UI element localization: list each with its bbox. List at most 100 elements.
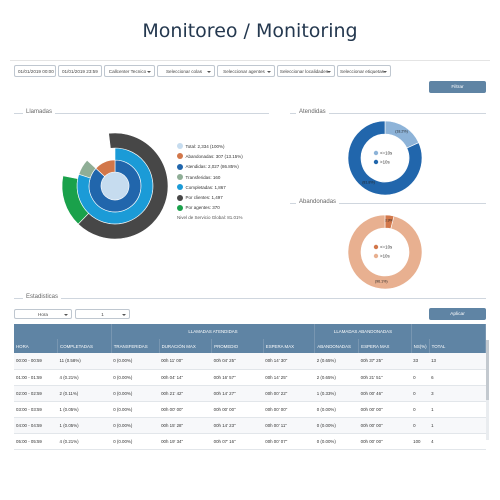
table-cell: 00h 19' 34'' xyxy=(159,433,212,450)
atendidas-section-label: Atendidas xyxy=(296,109,329,115)
table-cell: 2 (0.65%) xyxy=(314,353,359,370)
table-cell: 4 xyxy=(429,433,486,450)
column-header[interactable]: ESPERA MAX xyxy=(263,339,316,353)
table-cell: 00h 00' 00'' xyxy=(358,433,412,450)
table-cell: 00h 14' 23'' xyxy=(211,417,264,434)
interval-select[interactable]: 1 xyxy=(75,309,130,319)
legend-label: Completadas: 1,867 xyxy=(185,184,226,190)
abandonadas-slice-1 xyxy=(347,214,423,290)
column-header[interactable]: TOTAL xyxy=(429,339,487,353)
table-cell: 00h 14' 30'' xyxy=(263,353,315,370)
table-cell: 4 (0.21%) xyxy=(57,433,112,450)
table-cell: 00h 11' 00'' xyxy=(159,353,212,370)
table-cell: 00h 00' 00'' xyxy=(159,401,212,418)
service-level-text: Nivel de Servicio Global: 81.01% xyxy=(177,215,243,221)
table-cell: 0 (0.00%) xyxy=(111,433,160,450)
table-cell: 0 (0.00%) xyxy=(314,433,359,450)
date-to-field[interactable]: 01/01/2019 23:59 xyxy=(58,65,102,77)
legend-item: Abandonadas: 307 (13.15%) xyxy=(177,151,243,161)
abandonadas-donut-chart: (3.9%) (96.1%) <=10s >10s xyxy=(347,214,423,290)
table-cell: 00h 04' 25'' xyxy=(211,353,264,370)
atendidas-slice-label: (81.8%) xyxy=(362,181,375,185)
abandonadas-legend-swatch xyxy=(373,253,379,259)
legend-label: Abandonadas: 307 (13.15%) xyxy=(185,153,243,159)
table-row: 03:00 - 03:59 1 (0.05%) 0 (0.00%) 00h 00' 0… xyxy=(14,401,486,418)
llamadas-section-label: Llamadas xyxy=(23,109,56,115)
table-cell: 2 (0.65%) xyxy=(314,369,359,386)
table-cell: 00h 00' 22'' xyxy=(263,385,315,402)
abandonadas-section-label: Abandonadas xyxy=(296,199,340,205)
apply-button[interactable]: Aplicar xyxy=(429,308,486,320)
table-cell: 33 xyxy=(411,353,430,370)
table-cell: 2 (0.11%) xyxy=(57,385,112,402)
table-cell: 00h 15' 28'' xyxy=(159,417,212,434)
table-cell: 00h 37' 25'' xyxy=(358,353,412,370)
filter-bar: 01/01/2019 00:00 01/01/2019 23:59 Callce… xyxy=(14,65,391,77)
table-cell: 00h 00' 07'' xyxy=(263,433,315,450)
table-cell: 05:00 - 05:59 xyxy=(14,433,58,450)
table-cell: 0 (0.00%) xyxy=(111,385,160,402)
llamadas-sunburst-chart xyxy=(61,132,169,240)
column-header[interactable]: ABANDONADAS xyxy=(314,339,360,353)
table-cell: 00h 00' 00'' xyxy=(358,417,412,434)
legend-swatch xyxy=(177,143,183,150)
estadisticas-divider xyxy=(14,298,486,299)
table-cell: 100 xyxy=(411,433,430,450)
column-header[interactable]: HORA xyxy=(14,339,59,353)
table-group-spacer-end xyxy=(411,324,487,339)
table-cell: 00h 00' 46'' xyxy=(358,385,412,402)
table-cell: 0 xyxy=(411,401,430,418)
sunburst-slice-por-clientes xyxy=(77,132,169,240)
table-cell: 1 xyxy=(429,417,486,434)
localidades-select[interactable]: Seleccionar localidades xyxy=(277,65,335,77)
table-scrollbar[interactable] xyxy=(486,340,489,440)
table-cell: 04:00 - 04:59 xyxy=(14,417,58,434)
column-header[interactable]: COMPLETADAS xyxy=(57,339,112,353)
page-title: Monitoreo / Monitoring xyxy=(142,20,358,42)
atendidas-legend-label: >10s xyxy=(380,160,390,165)
column-header[interactable]: PROMEDIO xyxy=(211,339,264,353)
table-cell: 1 xyxy=(429,401,486,418)
column-header[interactable]: DURACIÓN MAX xyxy=(159,339,213,353)
legend-label: Atendidas: 2,027 (86.85%) xyxy=(185,164,239,170)
table-cell: 00h 14' 25'' xyxy=(263,369,315,386)
table-cell: 00h 21' 42'' xyxy=(159,385,212,402)
statistics-table: LLAMADAS ATENDIDAS LLAMADAS ABANDONADAS … xyxy=(14,324,487,450)
table-row: 05:00 - 05:59 4 (0.21%) 0 (0.00%) 00h 19' 3… xyxy=(14,433,486,450)
abandonadas-divider xyxy=(290,203,486,204)
etiquetas-select[interactable]: Seleccionar etiquetas xyxy=(337,65,391,77)
table-cell: 0 xyxy=(411,385,430,402)
column-header[interactable]: ESPERA MAX xyxy=(358,339,412,353)
table-cell: 00h 07' 16'' xyxy=(211,433,264,450)
table-cell: 00h 00' 00'' xyxy=(211,401,264,418)
atendidas-donut-chart: (18.2%) (81.8%) <=10s >10s xyxy=(347,120,423,196)
callcenter-select[interactable]: Callcenter Tecnico xyxy=(104,65,155,77)
table-cell: 00h 00' 11'' xyxy=(263,417,315,434)
column-header[interactable]: NS(%) xyxy=(411,339,430,353)
table-cell: 00h 04' 14'' xyxy=(159,369,212,386)
table-cell: 0 xyxy=(411,417,430,434)
filter-button[interactable]: Filtrar xyxy=(429,81,486,93)
column-header[interactable]: TRANSFERIDAS xyxy=(111,339,160,353)
colas-select[interactable]: Seleccionar colas xyxy=(157,65,215,77)
table-cell: 00h 16' 57'' xyxy=(211,369,264,386)
table-cell: 01:00 - 01:59 xyxy=(14,369,58,386)
legend-item: Completadas: 1,867 xyxy=(177,182,243,192)
table-cell: 00h 00' 00'' xyxy=(358,401,412,418)
table-cell: 00h 14' 27'' xyxy=(211,385,264,402)
agentes-select[interactable]: Seleccionar agentes xyxy=(217,65,275,77)
group-by-select[interactable]: Hora xyxy=(14,309,72,319)
sunburst-slice-por-agentes xyxy=(61,175,90,225)
table-cell: 3 xyxy=(429,385,486,402)
table-cell: 13 xyxy=(429,353,486,370)
legend-item: Atendidas: 2,027 (86.85%) xyxy=(177,162,243,172)
table-cell: 03:00 - 03:59 xyxy=(14,401,58,418)
abandonadas-slice-label: (3.9%) xyxy=(383,219,394,223)
estadisticas-section-label: Estadisticas xyxy=(23,294,62,300)
table-row: 04:00 - 04:59 1 (0.05%) 0 (0.00%) 00h 15' 2… xyxy=(14,417,486,434)
date-from-field[interactable]: 01/01/2019 00:00 xyxy=(14,65,56,77)
llamadas-legend: Total: 2,334 (100%) Abandonadas: 307 (13.… xyxy=(177,141,243,223)
table-cell: 0 (0.00%) xyxy=(314,401,359,418)
table-row: 02:00 - 02:59 2 (0.11%) 0 (0.00%) 00h 21' 4… xyxy=(14,385,486,402)
sunburst-center-total xyxy=(101,172,129,200)
